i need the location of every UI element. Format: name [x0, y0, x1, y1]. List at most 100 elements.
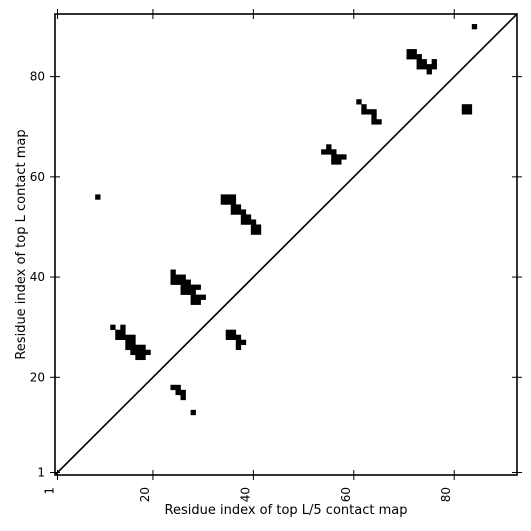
contact-cell-top-l5: [170, 274, 176, 280]
contact-cell-top-l: [461, 104, 468, 110]
contact-cell-top-l5: [180, 279, 186, 285]
contact-cell-top-l5: [180, 394, 186, 401]
contact-cell-top-l5: [240, 339, 247, 346]
y-tick-label: 40: [30, 270, 45, 284]
y-tick-label: 60: [30, 170, 45, 184]
contact-cell-top-l5: [321, 149, 327, 155]
contact-cell-top-l5: [140, 344, 146, 351]
x-tick-label: 80: [439, 487, 453, 502]
contact-cell-top-l5: [145, 349, 151, 356]
contact-cell-top-l5: [230, 334, 237, 341]
contact-cell-top-l5: [245, 219, 252, 225]
contact-cell-top-l: [431, 59, 437, 65]
y-axis-label: Residue index of top L contact map: [14, 129, 29, 359]
contact-cell-top-l5: [356, 99, 362, 105]
contact-cell-top-l: [421, 64, 427, 70]
contact-cell-top-l5: [135, 354, 141, 361]
contact-cell-top-l: [406, 49, 412, 55]
contact-cell-top-l5: [185, 279, 191, 285]
contact-cell-top-l5: [175, 274, 181, 280]
contact-cell-top-l5: [225, 194, 232, 200]
contact-cell-top-l: [421, 59, 427, 65]
contact-cell-top-l5: [175, 279, 181, 285]
plot-frame: [54, 13, 518, 476]
contact-cell-top-l5: [120, 329, 126, 335]
contact-cell-top-l5: [135, 349, 141, 356]
contact-cell-top-l5: [115, 334, 121, 341]
contact-cell-top-l5: [130, 334, 136, 341]
contact-cell-top-l5: [331, 154, 337, 160]
contact-cell-top-l: [416, 64, 422, 70]
contact-cell-top-l5: [341, 154, 347, 160]
x-axis-label: Residue index of top L/5 contact map: [165, 503, 408, 518]
contact-cell-top-l5: [361, 109, 367, 115]
contact-cell-top-l5: [200, 294, 206, 300]
contact-cell-top-l: [471, 24, 478, 30]
contact-cell-top-l5: [170, 384, 176, 391]
contact-cell-top-l5: [230, 194, 237, 200]
contact-cell-top-l5: [170, 269, 176, 275]
contact-cell-top-l5: [125, 344, 131, 351]
contact-cell-top-l: [466, 109, 473, 115]
contact-cell-top-l5: [371, 114, 377, 120]
contact-cell-top-l5: [220, 194, 227, 200]
contact-cell-top-l5: [245, 214, 252, 220]
contact-cell-top-l: [466, 104, 473, 110]
contact-cell-top-l5: [376, 119, 382, 125]
contact-cell-top-l5: [225, 199, 232, 205]
contact-cell-top-l5: [140, 349, 146, 356]
contact-cell-top-l5: [190, 289, 196, 295]
contact-cell-top-l: [416, 54, 422, 60]
contact-cell-top-l: [411, 49, 417, 55]
contact-marks: [95, 24, 478, 416]
contact-cell-top-l5: [190, 409, 196, 416]
contact-cell-top-l5: [240, 214, 247, 220]
x-axis-ticks: 1 20 40 60 80: [43, 9, 455, 502]
contact-cell-top-l5: [235, 209, 242, 215]
contact-cell-top-l5: [225, 329, 232, 335]
contact-cell-top-l5: [180, 289, 186, 295]
contact-cell-top-l: [411, 54, 417, 60]
contact-cell-top-l5: [180, 389, 186, 396]
contact-cell-top-l5: [336, 154, 342, 160]
contact-cell-top-l5: [175, 389, 181, 396]
contact-cell-top-l5: [326, 149, 332, 155]
contact-cell-top-l5: [361, 104, 367, 110]
contact-cell-top-l5: [331, 149, 337, 155]
contact-cell-top-l5: [140, 354, 146, 361]
contact-cell-top-l5: [180, 284, 186, 290]
contact-cell-top-l5: [195, 299, 201, 305]
contact-cell-top-l5: [130, 349, 136, 356]
contact-cell-top-l5: [190, 284, 196, 290]
contact-cell-top-l5: [120, 324, 126, 330]
contact-cell-top-l5: [180, 274, 186, 280]
contact-cell-top-l5: [326, 144, 332, 150]
contact-cell-top-l5: [220, 199, 227, 205]
contact-cell-top-l5: [230, 204, 237, 210]
contact-cell-top-l5: [130, 339, 136, 346]
contact-cell-top-l: [431, 64, 437, 70]
contact-cell-top-l5: [125, 334, 131, 341]
x-tick-label: 20: [138, 487, 152, 502]
contact-cell-top-l5: [95, 194, 101, 200]
contact-cell-top-l5: [135, 344, 141, 351]
contact-cell-top-l5: [195, 294, 201, 300]
contact-cell-top-l5: [195, 284, 201, 290]
contact-cell-top-l5: [120, 334, 126, 341]
contact-cell-top-l5: [225, 334, 232, 341]
x-tick-label: 60: [339, 487, 353, 502]
y-axis-ticks: 1 20 40 60 80: [30, 70, 522, 479]
contact-cell-top-l5: [230, 199, 237, 205]
contact-cell-top-l5: [170, 279, 176, 285]
contact-cell-top-l5: [175, 384, 181, 391]
contact-cell-top-l5: [235, 204, 242, 210]
contact-cell-top-l5: [190, 299, 196, 305]
contact-cell-top-l5: [235, 344, 242, 351]
contact-cell-top-l5: [255, 224, 262, 230]
contact-cell-top-l5: [185, 289, 191, 295]
contact-cell-top-l5: [230, 209, 237, 215]
contact-cell-top-l5: [255, 229, 262, 235]
contact-cell-top-l5: [190, 294, 196, 300]
contact-cell-top-l5: [250, 224, 257, 230]
